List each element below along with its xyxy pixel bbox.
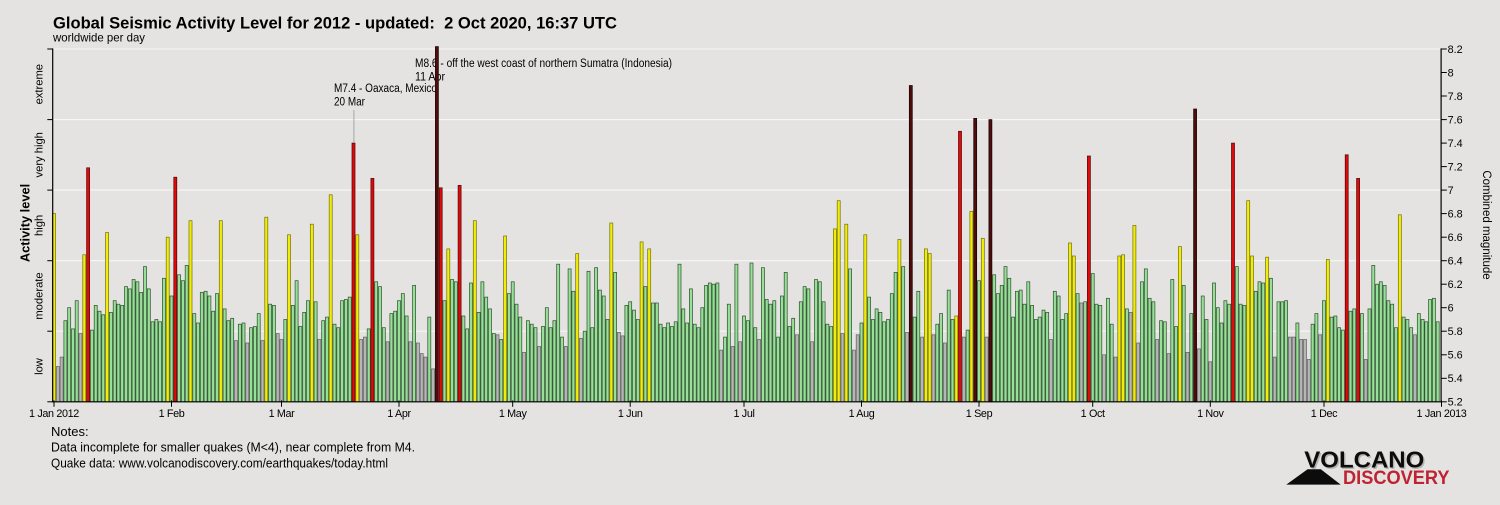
svg-text:8: 8 (1448, 67, 1454, 79)
svg-text:5.6: 5.6 (1448, 350, 1463, 362)
svg-text:6.4: 6.4 (1448, 256, 1463, 268)
svg-text:worldwide per day: worldwide per day (52, 31, 145, 45)
svg-text:Quake data: www.volcanodiscove: Quake data: www.volcanodiscovery.com/ear… (51, 456, 388, 471)
svg-text:7.2: 7.2 (1448, 161, 1463, 173)
svg-text:8.2: 8.2 (1448, 44, 1463, 56)
svg-text:1 Dec: 1 Dec (1311, 408, 1338, 420)
svg-text:7.6: 7.6 (1448, 114, 1463, 126)
svg-text:Activity level: Activity level (17, 184, 32, 262)
svg-text:5.8: 5.8 (1448, 326, 1463, 338)
svg-text:1 Jan 2012: 1 Jan 2012 (29, 408, 79, 420)
svg-text:M8.6 - off the west coast of n: M8.6 - off the west coast of northern Su… (415, 58, 672, 70)
svg-text:extreme: extreme (34, 64, 46, 104)
svg-text:Data incomplete for smaller qu: Data incomplete for smaller quakes (M<4)… (51, 440, 415, 455)
svg-text:1 Oct: 1 Oct (1081, 408, 1105, 420)
svg-text:1 Nov: 1 Nov (1197, 408, 1224, 420)
svg-text:high: high (34, 215, 46, 236)
svg-text:5.4: 5.4 (1448, 373, 1463, 385)
svg-text:6.2: 6.2 (1448, 279, 1463, 291)
svg-text:7: 7 (1448, 185, 1454, 197)
svg-text:5.2: 5.2 (1448, 397, 1463, 409)
svg-text:7.8: 7.8 (1448, 91, 1463, 103)
svg-text:low: low (34, 357, 46, 375)
svg-text:1 Apr: 1 Apr (387, 408, 411, 420)
svg-text:1 Jan 2013: 1 Jan 2013 (1417, 408, 1467, 420)
svg-text:DISCOVERY: DISCOVERY (1343, 468, 1450, 489)
svg-text:Combined magnitude: Combined magnitude (1480, 170, 1492, 279)
svg-text:VOLCANO: VOLCANO (1306, 448, 1426, 474)
svg-text:11 Apr: 11 Apr (415, 72, 445, 84)
svg-text:20 Mar: 20 Mar (334, 97, 365, 109)
svg-text:1 Jul: 1 Jul (733, 408, 754, 420)
svg-text:1 Sep: 1 Sep (966, 408, 993, 420)
svg-text:1 Mar: 1 Mar (269, 408, 296, 420)
svg-text:moderate: moderate (34, 272, 46, 319)
svg-text:6.8: 6.8 (1448, 208, 1463, 220)
svg-text:M7.4 - Oaxaca, Mexico: M7.4 - Oaxaca, Mexico (334, 83, 437, 95)
svg-text:1 Jun: 1 Jun (618, 408, 643, 420)
svg-text:Global Seismic Activity Level: Global Seismic Activity Level for 2012 -… (53, 15, 617, 33)
svg-text:very high: very high (34, 132, 46, 177)
svg-text:1 Feb: 1 Feb (159, 408, 185, 420)
svg-text:Notes:: Notes: (51, 424, 89, 439)
svg-text:6: 6 (1448, 303, 1454, 315)
svg-text:7.4: 7.4 (1448, 138, 1463, 150)
svg-text:6.6: 6.6 (1448, 232, 1463, 244)
svg-text:1 May: 1 May (499, 408, 528, 420)
svg-text:VOLCANO: VOLCANO (1304, 446, 1424, 472)
svg-text:1 Aug: 1 Aug (849, 408, 875, 420)
